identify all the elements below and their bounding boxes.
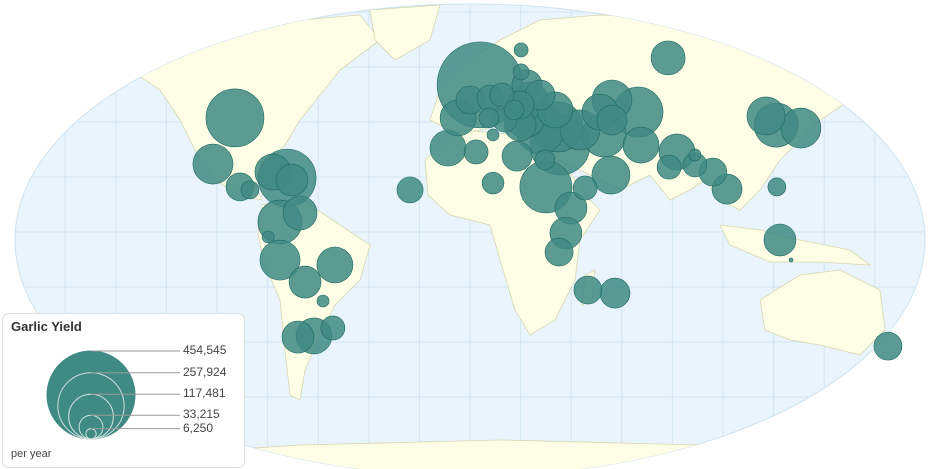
data-bubble[interactable]	[650, 40, 686, 76]
legend-unit: per year	[11, 448, 52, 460]
data-bubble[interactable]	[572, 175, 598, 201]
legend-label: 454,545	[183, 343, 227, 357]
data-bubble[interactable]	[746, 96, 786, 136]
data-bubble[interactable]	[320, 315, 346, 341]
data-bubble[interactable]	[599, 277, 631, 309]
australia	[759, 269, 886, 356]
data-bubble[interactable]	[275, 163, 309, 197]
data-bubble[interactable]	[316, 246, 354, 284]
data-bubble[interactable]	[503, 99, 525, 121]
data-bubble[interactable]	[591, 155, 631, 195]
data-bubble[interactable]	[596, 104, 628, 136]
data-bubble[interactable]	[656, 154, 682, 180]
data-bubble[interactable]	[463, 139, 489, 165]
data-bubble[interactable]	[240, 180, 260, 200]
data-bubble[interactable]	[873, 331, 903, 361]
data-bubble[interactable]	[205, 88, 265, 148]
data-bubble[interactable]	[501, 140, 533, 172]
data-bubble[interactable]	[478, 107, 500, 129]
legend: Garlic Yield 454,545 257,924 117,481 33,215…	[2, 313, 245, 468]
legend-label: 257,924	[183, 364, 227, 379]
data-bubble[interactable]	[316, 294, 330, 308]
data-bubble[interactable]	[780, 107, 822, 149]
data-bubble[interactable]	[481, 171, 505, 195]
data-bubble[interactable]	[282, 195, 318, 231]
data-bubble[interactable]	[788, 257, 794, 263]
data-bubble[interactable]	[281, 320, 315, 354]
legend-label: 33,215	[183, 407, 220, 422]
data-bubble[interactable]	[534, 149, 556, 171]
data-bubble[interactable]	[513, 42, 529, 58]
data-bubble[interactable]	[573, 275, 603, 305]
data-bubble[interactable]	[544, 237, 574, 267]
data-bubble[interactable]	[396, 176, 424, 204]
data-bubble[interactable]	[763, 223, 797, 257]
data-bubble[interactable]	[622, 126, 660, 164]
bubble-layer	[192, 40, 903, 361]
data-bubble[interactable]	[486, 128, 500, 142]
greenland	[369, 4, 441, 61]
data-bubble[interactable]	[512, 63, 530, 81]
legend-scale	[46, 350, 180, 440]
data-bubble[interactable]	[259, 239, 301, 281]
data-bubble[interactable]	[688, 148, 702, 162]
data-bubble[interactable]	[767, 177, 787, 197]
legend-label: 6,250	[183, 420, 214, 435]
data-bubble[interactable]	[288, 265, 322, 299]
data-bubble[interactable]	[261, 230, 275, 244]
legend-title: Garlic Yield	[11, 319, 82, 334]
legend-label: 117,481	[183, 386, 226, 401]
data-bubble[interactable]	[192, 143, 234, 185]
data-bubble[interactable]	[489, 82, 515, 108]
